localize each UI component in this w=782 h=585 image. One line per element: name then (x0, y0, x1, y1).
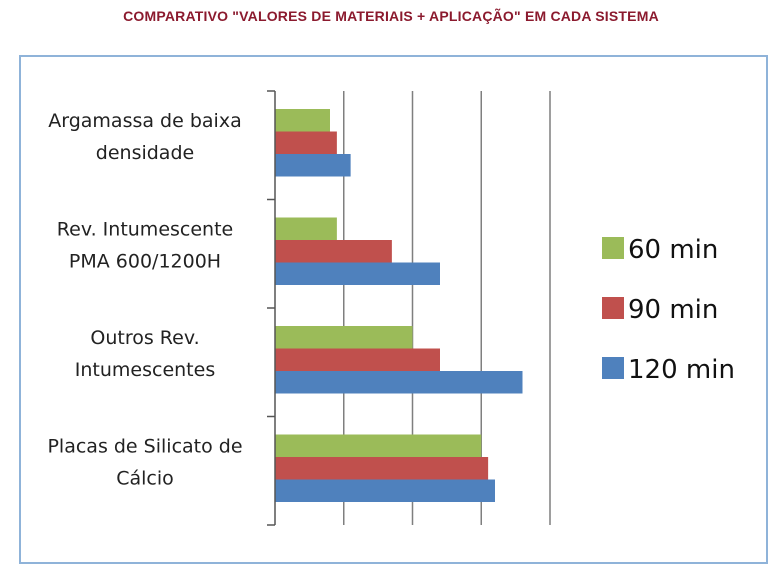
category-label: Outros Rev. (90, 327, 199, 349)
bar (275, 348, 440, 371)
legend-label: 60 min (628, 235, 718, 265)
bar (275, 434, 482, 457)
bar (275, 457, 489, 480)
category-label: Rev. Intumescente (57, 218, 233, 240)
category-label: PMA 600/1200H (69, 250, 221, 272)
legend-swatch (602, 357, 624, 379)
bar (275, 262, 440, 285)
bar (275, 131, 337, 154)
legend-label: 120 min (628, 355, 735, 385)
category-label: Placas de Silicato de (47, 435, 242, 457)
chart-title: COMPARATIVO "VALORES DE MATERIAIS + APLI… (123, 8, 659, 24)
bar (275, 326, 413, 349)
bar (275, 109, 330, 132)
legend-label: 90 min (628, 295, 718, 325)
bar (275, 217, 337, 240)
bar (275, 240, 392, 263)
category-label: densidade (96, 142, 194, 164)
category-label: Intumescentes (75, 359, 215, 381)
bar (275, 479, 495, 502)
category-label: Argamassa de baixa (48, 110, 241, 132)
legend-swatch (602, 237, 624, 259)
legend-swatch (602, 297, 624, 319)
category-label: Cálcio (116, 467, 174, 489)
bar (275, 154, 351, 177)
bar (275, 371, 523, 394)
